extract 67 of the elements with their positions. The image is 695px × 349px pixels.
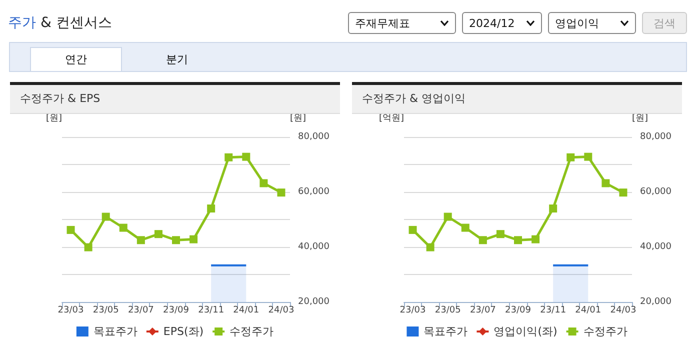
y2-tick-label: 80,000: [298, 132, 330, 142]
point: [260, 179, 268, 188]
legend-label: 수정주가: [583, 325, 628, 338]
point: [602, 179, 610, 188]
x-tick-label: 23/09: [505, 306, 532, 316]
point: [102, 212, 110, 221]
y-axis-title: [원]: [46, 114, 62, 124]
point: [408, 226, 417, 234]
point: [136, 236, 145, 244]
point: [277, 188, 286, 197]
y2-tick-label: 60,000: [640, 187, 672, 197]
point: [478, 236, 487, 244]
point: [172, 236, 180, 244]
point: [461, 224, 470, 232]
point: [444, 212, 452, 221]
x-tick-label: 23/09: [163, 306, 190, 316]
y2-axis-title: [원]: [290, 114, 306, 124]
x-tick-label: 23/05: [92, 306, 119, 316]
point: [584, 152, 592, 161]
y2-tick-label: 20,000: [640, 297, 672, 307]
text: 주가 & 컨센서스: [8, 14, 112, 32]
point: [566, 153, 575, 162]
x-tick-label: 24/03: [610, 306, 636, 316]
text: 영업이익: [555, 16, 599, 32]
point: [207, 204, 216, 212]
x-tick-label: 23/07: [470, 306, 496, 316]
x-tick-label: 24/01: [575, 306, 602, 316]
point: [242, 152, 250, 161]
y2-axis-title: [원]: [632, 114, 648, 124]
point: [84, 243, 92, 252]
x-tick-label: 23/11: [198, 306, 224, 316]
y2-tick-label: 80,000: [640, 132, 672, 142]
point: [514, 236, 522, 244]
text: 연간: [30, 47, 122, 71]
x-tick-label: 23/11: [540, 306, 566, 316]
point: [154, 230, 162, 238]
x-tick-label: 23/07: [128, 306, 154, 316]
point: [549, 204, 558, 212]
x-tick-label: 24/01: [233, 306, 260, 316]
text: 검색: [654, 16, 676, 32]
point: [190, 235, 198, 244]
point: [66, 226, 75, 234]
point: [532, 235, 540, 244]
y-axis-title: [억원]: [378, 114, 404, 124]
chart-title: 수정주가 & EPS: [10, 85, 340, 114]
point: [119, 224, 128, 232]
y2-tick-label: 60,000: [298, 187, 330, 197]
x-tick-label: 23/05: [434, 306, 461, 316]
legend-label: 목표주가: [93, 325, 138, 338]
chart-title: 수정주가 & 영업이익: [352, 85, 682, 114]
point: [224, 153, 233, 162]
x-tick-label: 23/03: [400, 306, 426, 316]
x-tick-label: 23/03: [58, 306, 84, 316]
point: [496, 230, 504, 238]
legend-label: 목표주가: [424, 325, 468, 338]
text: 2024/12: [469, 16, 515, 32]
legend-label: EPS(좌): [163, 325, 204, 338]
y2-tick-label: 20,000: [298, 297, 330, 307]
text: 분기: [165, 52, 189, 68]
legend-label: 영업이익(좌): [494, 325, 558, 338]
text: 주재무제표: [355, 16, 410, 32]
y2-tick-label: 40,000: [298, 242, 330, 252]
point: [619, 188, 628, 197]
point: [426, 243, 434, 252]
legend-label: 수정주가: [230, 325, 274, 338]
y2-tick-label: 40,000: [640, 242, 672, 252]
x-tick-label: 24/03: [268, 306, 294, 316]
